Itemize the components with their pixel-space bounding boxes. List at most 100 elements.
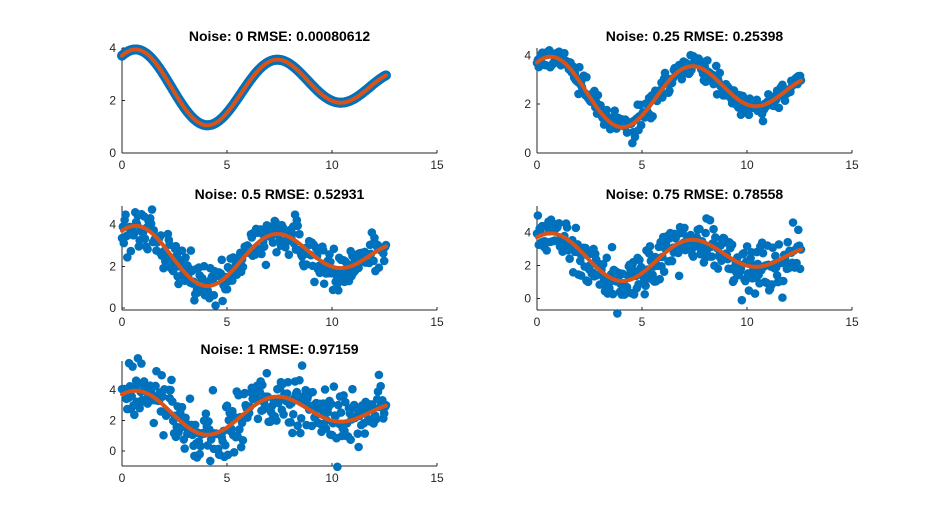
data-point [379, 256, 389, 266]
data-point [533, 211, 543, 220]
data-point [259, 242, 269, 252]
data-point [336, 408, 346, 417]
data-point [190, 420, 200, 430]
subplot-5: Noise: 1 RMSE: 0.97159 0 5 10 15 0 2 4 [109, 341, 444, 485]
data-point [742, 242, 752, 251]
y-tick-label: 0 [524, 146, 531, 160]
data-point [758, 248, 768, 258]
data-point [699, 258, 709, 267]
x-tick-label: 10 [740, 315, 754, 329]
data-point [296, 414, 306, 423]
data-point [293, 221, 302, 231]
data-point [571, 223, 581, 233]
points-series [117, 44, 391, 131]
fit-line [535, 231, 803, 284]
data-point [292, 387, 302, 397]
data-point [750, 289, 760, 298]
data-point [310, 277, 319, 287]
data-point [321, 424, 331, 433]
data-point [139, 377, 149, 386]
x-tick-label: 10 [325, 158, 339, 172]
data-point [774, 103, 784, 113]
data-point [598, 259, 608, 269]
data-point [739, 249, 748, 258]
data-point [783, 237, 793, 247]
data-point [235, 425, 244, 434]
data-point [293, 421, 302, 430]
x-tick-label: 0 [534, 158, 541, 172]
data-point [610, 106, 619, 115]
data-point [258, 380, 267, 390]
data-point [229, 448, 239, 457]
data-point [128, 362, 137, 371]
data-point [121, 210, 130, 220]
data-point [123, 253, 132, 262]
y-tick-label: 2 [524, 258, 531, 272]
data-point [208, 385, 218, 395]
data-point [177, 402, 187, 412]
data-point [130, 410, 139, 420]
data-point [622, 128, 632, 137]
data-point [709, 224, 718, 234]
subplot-2: Noise: 0.25 RMSE: 0.25398 0 5 10 15 0 2 4 [524, 28, 859, 172]
data-point [288, 428, 297, 438]
data-point [209, 290, 219, 300]
y-tick-label: 4 [109, 218, 116, 232]
data-point [211, 301, 220, 310]
data-point [157, 370, 167, 380]
data-point [218, 296, 227, 306]
data-point [147, 205, 157, 214]
data-point [333, 462, 342, 472]
data-point [680, 223, 689, 233]
data-point [288, 410, 298, 419]
data-point [779, 276, 788, 286]
subplot-title: Noise: 1 RMSE: 0.97159 [201, 341, 359, 357]
x-tick-label: 15 [430, 471, 444, 485]
data-point [705, 215, 715, 225]
data-point [713, 264, 723, 273]
data-point [220, 440, 230, 450]
data-point [565, 254, 574, 263]
x-tick-label: 0 [119, 315, 126, 329]
data-point [703, 56, 712, 65]
y-tick-label: 2 [524, 97, 531, 111]
data-point [560, 48, 569, 58]
data-point [339, 391, 348, 400]
data-point [562, 223, 572, 232]
data-point [149, 418, 159, 428]
data-point [166, 385, 175, 395]
data-point [374, 370, 384, 380]
data-point [744, 110, 754, 120]
data-point [376, 381, 385, 391]
data-point [374, 263, 384, 272]
data-point [346, 435, 355, 444]
data-point [238, 435, 248, 445]
data-point [167, 375, 176, 385]
data-point [602, 105, 612, 115]
data-point [253, 414, 263, 424]
data-point [758, 116, 768, 126]
data-point [283, 377, 293, 387]
data-point [201, 409, 211, 418]
data-point [695, 224, 704, 234]
y-tick-label: 2 [109, 413, 116, 427]
y-tick-label: 2 [109, 94, 116, 108]
y-tick-label: 0 [109, 444, 116, 458]
data-point [195, 449, 204, 459]
subplot-3: Noise: 0.5 RMSE: 0.52931 0 5 10 15 0 2 4 [109, 186, 444, 329]
data-point [222, 401, 232, 411]
data-point [284, 250, 294, 259]
data-point [665, 86, 674, 96]
data-point [171, 241, 181, 251]
data-point [329, 244, 339, 254]
x-tick-label: 0 [534, 315, 541, 329]
y-tick-label: 0 [109, 146, 116, 160]
x-tick-label: 10 [740, 158, 754, 172]
points-series [532, 46, 806, 148]
y-tick-label: 0 [524, 291, 531, 305]
data-point [727, 240, 737, 249]
data-point [228, 253, 238, 262]
data-point [360, 429, 370, 438]
subplot-title: Noise: 0.5 RMSE: 0.52931 [195, 186, 365, 202]
